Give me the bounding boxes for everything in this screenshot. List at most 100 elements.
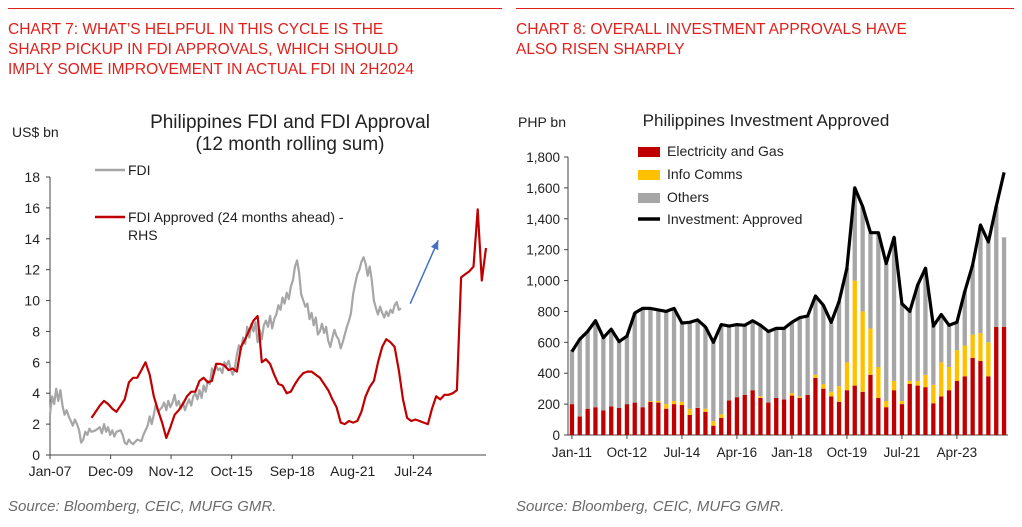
bar-electricity-gas xyxy=(868,374,873,435)
legend-label-infocomms: Info Comms xyxy=(667,166,742,182)
y-tick-label: 1,600 xyxy=(526,181,560,196)
bar-others xyxy=(939,314,944,363)
bar-others xyxy=(632,313,637,403)
y-tick-label: 1,000 xyxy=(526,274,560,289)
bar-others xyxy=(805,316,810,395)
bar-others xyxy=(734,324,740,398)
x-tick-label: Jul-24 xyxy=(394,463,432,479)
bar-electricity-gas xyxy=(797,397,802,435)
bar-electricity-gas xyxy=(789,395,795,435)
chart8-ylabel: PHP bn xyxy=(518,114,566,130)
legend-label-fdi-approved-line-2: RHS xyxy=(128,227,158,243)
bar-others xyxy=(781,328,787,400)
x-tick-label: Nov-12 xyxy=(148,463,193,479)
bar-info-comms xyxy=(884,401,889,408)
bar-electricity-gas xyxy=(719,418,724,435)
bar-info-comms xyxy=(648,401,653,402)
bar-others xyxy=(711,342,716,422)
bar-others xyxy=(907,311,912,381)
bar-others xyxy=(962,291,967,346)
bar-others xyxy=(923,268,928,375)
bar-others xyxy=(970,265,975,335)
bar-electricity-gas xyxy=(569,404,575,435)
x-tick-label: Jan-07 xyxy=(29,463,72,479)
bar-electricity-gas xyxy=(632,402,637,435)
bar-info-comms xyxy=(821,384,826,389)
bar-others xyxy=(946,325,952,367)
bar-electricity-gas xyxy=(805,394,810,435)
y-tick-label: 12 xyxy=(24,262,40,278)
bar-electricity-gas xyxy=(585,408,590,435)
chart7-svg: US$ bn Philippines FDI and FDI Approval … xyxy=(12,112,488,479)
chart8-title: Philippines Investment Approved xyxy=(643,111,890,130)
y-tick-label: 600 xyxy=(537,335,560,350)
bar-electricity-gas xyxy=(829,396,834,435)
bar-electricity-gas xyxy=(939,396,944,435)
bar-info-comms xyxy=(962,345,967,377)
bar-others xyxy=(860,206,865,312)
x-tick-label: Oct-12 xyxy=(607,445,648,460)
y-tick-label: 4 xyxy=(32,385,40,401)
bar-electricity-gas xyxy=(671,404,677,435)
y-tick-label: 800 xyxy=(537,304,560,319)
bar-electricity-gas xyxy=(891,390,897,435)
bar-others xyxy=(899,303,905,401)
bar-electricity-gas xyxy=(766,402,771,435)
bar-electricity-gas xyxy=(781,399,787,435)
legend-label-others: Others xyxy=(667,189,709,205)
bar-others xyxy=(884,263,889,402)
bar-info-comms xyxy=(844,362,850,391)
bar-others xyxy=(719,324,724,415)
bar-electricity-gas xyxy=(978,360,983,435)
y-tick-label: 8 xyxy=(32,323,40,339)
bar-others xyxy=(569,350,575,405)
bar-electricity-gas xyxy=(813,377,818,435)
chart8-heading: CHART 8: OVERALL INVESTMENT APPROVALS HA… xyxy=(516,20,907,60)
legend-swatch-electricity xyxy=(638,147,660,157)
x-tick-label: Jul-21 xyxy=(884,445,921,460)
bar-info-comms xyxy=(789,393,795,396)
bar-electricity-gas xyxy=(994,326,999,435)
bar-others xyxy=(1001,237,1007,327)
bar-info-comms xyxy=(868,328,873,375)
chart7-panel: CHART 7: WHAT’S HELPFUL IN THIS CYCLE IS… xyxy=(0,0,506,527)
bar-electricity-gas xyxy=(601,410,606,435)
bar-electricity-gas xyxy=(899,404,905,435)
bar-electricity-gas xyxy=(986,376,991,435)
chart7-ylabel: US$ bn xyxy=(12,124,59,140)
bar-electricity-gas xyxy=(758,397,763,435)
bar-info-comms xyxy=(797,396,802,398)
chart7-title-line-1: Philippines FDI and FDI Approval xyxy=(150,112,430,133)
heading-rule xyxy=(8,8,502,9)
bar-others xyxy=(829,322,834,392)
bar-others xyxy=(994,206,999,327)
bar-electricity-gas xyxy=(836,401,842,435)
bar-info-comms xyxy=(931,384,936,404)
bar-others xyxy=(852,187,857,281)
bar-others xyxy=(577,339,582,417)
bar-others xyxy=(664,311,669,405)
bar-electricity-gas xyxy=(726,400,732,436)
bar-info-comms xyxy=(986,342,991,377)
legend-swatch-infocomms xyxy=(638,170,660,180)
bar-info-comms xyxy=(899,401,905,405)
bar-electricity-gas xyxy=(742,394,747,435)
legend-label-total: Investment: Approved xyxy=(667,211,802,227)
series-fdi-line xyxy=(48,256,402,446)
bar-electricity-gas xyxy=(750,390,755,435)
bar-others xyxy=(797,317,802,397)
y-tick-label: 10 xyxy=(24,293,40,309)
bar-electricity-gas xyxy=(624,404,630,435)
bar-others xyxy=(742,325,747,395)
bar-info-comms xyxy=(852,280,857,386)
bar-info-comms xyxy=(703,408,708,412)
bar-info-comms xyxy=(671,401,677,405)
y-tick-label: 1,200 xyxy=(526,243,560,258)
y-tick-label: 400 xyxy=(537,366,560,381)
bar-info-comms xyxy=(687,408,692,415)
bar-others xyxy=(687,322,692,409)
bar-others xyxy=(640,308,645,408)
bar-electricity-gas xyxy=(844,390,850,435)
bar-electricity-gas xyxy=(664,408,669,435)
bar-info-comms xyxy=(891,380,897,391)
